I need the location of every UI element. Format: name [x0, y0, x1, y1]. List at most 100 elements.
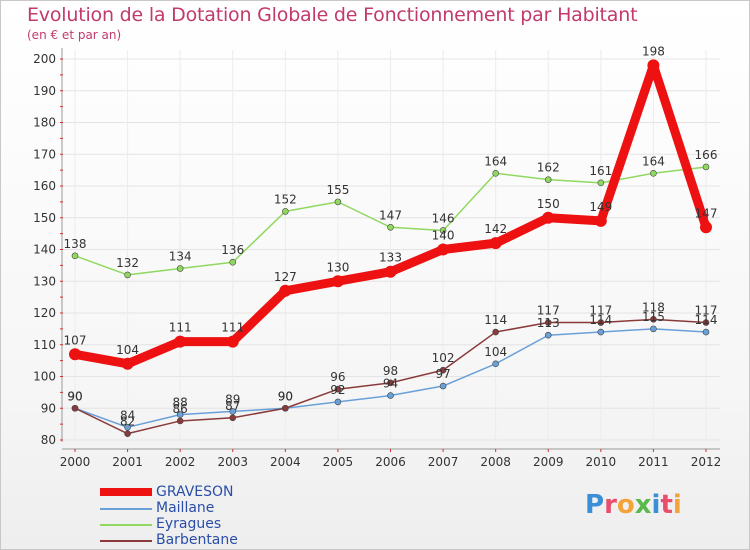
data-point-graveson	[69, 348, 81, 361]
chart-subtitle: (en € et par an)	[27, 28, 122, 42]
data-label-barbentane: 114	[484, 313, 507, 327]
data-label-graveson: 150	[537, 197, 560, 211]
data-label-barbentane: 117	[695, 304, 718, 318]
x-tick-label: 2004	[270, 455, 301, 469]
data-label-eyragues: 138	[64, 237, 87, 251]
data-label-maillane: 92	[330, 383, 345, 397]
data-point-eyragues	[282, 208, 289, 215]
legend-swatch	[100, 524, 152, 526]
brand-logo: Proxiti	[585, 490, 682, 520]
data-point-eyragues	[124, 271, 131, 279]
data-label-barbentane: 86	[173, 402, 188, 416]
x-tick-label: 2005	[323, 455, 354, 469]
data-point-eyragues	[229, 258, 237, 266]
x-tick-label: 2003	[217, 455, 248, 469]
data-label-eyragues: 166	[695, 148, 718, 162]
data-point-maillane	[229, 408, 237, 415]
y-tick-label: 170	[33, 147, 56, 161]
data-point-barbentane	[176, 417, 184, 425]
data-label-graveson: 127	[274, 270, 297, 284]
data-point-maillane	[544, 331, 552, 339]
x-tick-label: 2012	[691, 455, 722, 469]
data-label-eyragues: 146	[432, 211, 455, 225]
data-label-maillane: 90	[278, 389, 293, 403]
data-label-eyragues: 162	[537, 161, 560, 175]
data-point-graveson	[542, 211, 555, 224]
y-tick-label: 160	[33, 179, 56, 193]
data-point-eyragues	[71, 252, 79, 260]
data-label-barbentane: 87	[225, 399, 240, 413]
data-point-eyragues	[597, 179, 605, 187]
brand-letter: t	[660, 490, 673, 520]
data-label-maillane: 97	[435, 367, 450, 381]
legend-label: Eyragues	[156, 516, 222, 532]
data-point-eyragues	[176, 265, 184, 272]
x-tick-label: 2010	[586, 455, 617, 469]
data-label-maillane: 94	[383, 377, 398, 391]
x-tick-label: 2002	[165, 455, 196, 469]
data-point-graveson	[121, 357, 134, 370]
brand-letter: i	[672, 490, 682, 520]
data-label-barbentane: 82	[120, 415, 135, 429]
data-point-graveson	[174, 335, 187, 348]
data-point-barbentane	[544, 319, 552, 326]
data-label-graveson: 133	[379, 251, 402, 265]
data-label-barbentane: 102	[432, 351, 455, 365]
data-label-graveson: 147	[695, 206, 718, 220]
legend-swatch	[100, 540, 152, 542]
data-point-barbentane	[650, 316, 657, 323]
data-point-eyragues	[492, 170, 499, 177]
data-point-eyragues	[544, 176, 552, 183]
data-label-eyragues: 147	[379, 208, 402, 222]
data-point-barbentane	[124, 430, 131, 437]
data-label-maillane: 115	[642, 310, 665, 324]
data-label-barbentane: 98	[383, 364, 398, 378]
data-point-maillane	[492, 360, 499, 368]
brand-letter: P	[585, 490, 605, 520]
data-label-maillane: 114	[695, 313, 718, 327]
brand-letter: x	[634, 490, 652, 520]
data-label-barbentane: 117	[589, 304, 612, 318]
data-point-graveson	[647, 59, 660, 72]
data-point-graveson	[226, 335, 239, 348]
data-point-maillane	[702, 328, 710, 336]
data-label-graveson: 142	[484, 222, 507, 236]
y-tick-label: 80	[41, 433, 56, 447]
data-label-graveson: 140	[432, 229, 455, 243]
data-point-maillane	[650, 325, 657, 333]
data-label-barbentane: 96	[330, 370, 345, 384]
x-tick-label: 2006	[375, 455, 406, 469]
data-label-graveson: 104	[116, 343, 139, 357]
y-tick-label: 150	[33, 211, 56, 225]
y-tick-label: 90	[41, 401, 56, 415]
data-point-maillane	[439, 382, 447, 390]
data-point-maillane	[124, 423, 131, 431]
data-point-barbentane	[229, 414, 237, 422]
data-label-graveson: 107	[64, 333, 87, 347]
data-label-eyragues: 164	[642, 154, 665, 168]
data-point-barbentane	[597, 319, 605, 326]
data-point-barbentane	[282, 404, 289, 412]
data-label-barbentane: 118	[642, 300, 665, 314]
legend-label: Maillane	[156, 500, 215, 516]
data-point-maillane	[176, 411, 184, 418]
data-point-barbentane	[387, 379, 394, 387]
data-point-maillane	[387, 392, 394, 399]
data-point-barbentane	[71, 404, 79, 412]
data-label-maillane: 113	[537, 316, 560, 330]
data-label-eyragues: 152	[274, 192, 297, 206]
data-point-barbentane	[334, 385, 342, 393]
data-point-maillane	[334, 398, 342, 406]
data-label-maillane: 89	[225, 392, 240, 406]
data-label-barbentane: 117	[537, 304, 560, 318]
brand-letter: i	[651, 490, 661, 520]
data-label-barbentane: 90	[67, 389, 82, 403]
legend-swatch	[100, 508, 152, 510]
data-point-eyragues	[387, 223, 394, 231]
brand-letter: r	[604, 490, 617, 520]
data-label-graveson: 111	[169, 321, 192, 335]
x-tick-label: 2000	[60, 455, 91, 469]
x-tick-label: 2011	[638, 455, 669, 469]
data-point-maillane	[597, 328, 605, 336]
data-point-graveson	[384, 265, 397, 278]
